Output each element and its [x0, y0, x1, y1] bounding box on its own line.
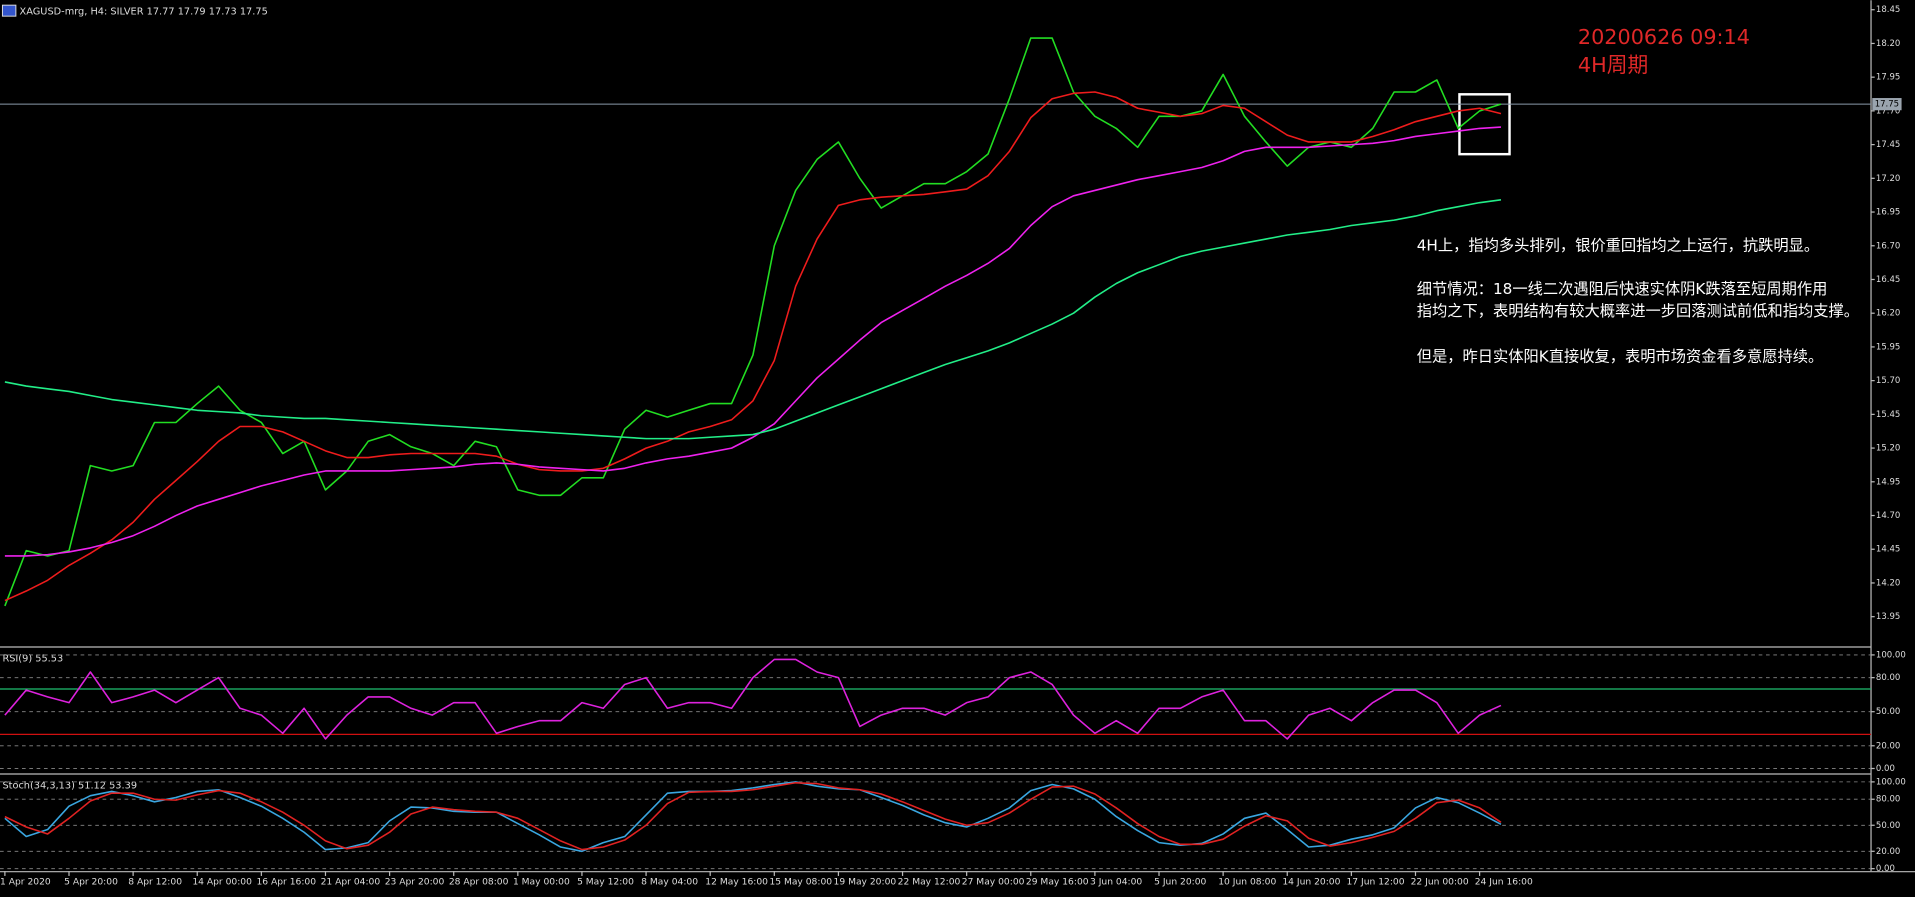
annotation-period: 4H周期 — [1578, 53, 1648, 77]
rsi-header: RSI(9) 55.53 — [2, 654, 63, 665]
x-tick-label: 14 Apr 00:00 — [192, 878, 252, 888]
stoch-signal-value: 53.39 — [109, 781, 137, 792]
x-tick-label: 5 May 12:00 — [577, 878, 634, 888]
y-tick-label: 16.45 — [1876, 275, 1900, 285]
x-tick-label: 12 May 16:00 — [705, 878, 768, 888]
x-tick-label: 28 Apr 08:00 — [449, 878, 509, 888]
x-tick-label: 15 May 08:00 — [769, 878, 832, 888]
y-tick-label: 15.45 — [1876, 410, 1900, 420]
x-tick-label: 16 Apr 16:00 — [256, 878, 316, 888]
annotation-note: 细节情况：18一线二次遇阻后快速实体阴K跌落至短周期作用 — [1417, 280, 1828, 298]
y-tick-label: 14.70 — [1876, 511, 1900, 521]
y-tick-label: 20.00 — [1876, 741, 1900, 751]
x-tick-label: 19 May 20:00 — [834, 878, 897, 888]
x-tick-label: 21 Apr 04:00 — [321, 878, 381, 888]
annotation-timestamp: 20200626 09:14 — [1578, 25, 1750, 49]
y-tick-label: 18.45 — [1876, 5, 1900, 15]
y-tick-label: 17.45 — [1876, 140, 1900, 150]
annotation-note: 指均之下，表明结构有较大概率进一步回落测试前低和指均支撑。 — [1417, 302, 1859, 320]
x-tick-label: 3 Jun 04:00 — [1090, 878, 1142, 888]
high: 17.79 — [178, 6, 206, 17]
y-tick-label: 18.20 — [1876, 39, 1900, 49]
y-tick-label: 50.00 — [1876, 707, 1900, 717]
indicator-line — [4, 658, 1502, 740]
x-tick-label: 5 Apr 20:00 — [64, 878, 118, 888]
y-tick-label: 13.95 — [1876, 612, 1900, 622]
y-tick-label: 15.20 — [1876, 444, 1900, 454]
indicator-line — [4, 199, 1502, 440]
y-tick-label: 15.70 — [1876, 376, 1900, 386]
y-tick-label: 16.95 — [1876, 208, 1900, 218]
stoch-main-value: 51.12 — [78, 781, 106, 792]
y-tick-label: 80.00 — [1876, 673, 1900, 683]
current-price-label: 17.75 — [1875, 100, 1899, 110]
rsi-value: 55.53 — [35, 654, 63, 665]
highlight-box — [1458, 93, 1511, 156]
x-tick-label: 10 Jun 08:00 — [1218, 878, 1276, 888]
symbol-icon — [1, 4, 17, 17]
y-tick-label: 14.95 — [1876, 477, 1900, 487]
x-tick-label: 24 Jun 16:00 — [1475, 878, 1533, 888]
y-tick-label: 0.00 — [1876, 864, 1895, 874]
y-tick-label: 100.00 — [1876, 650, 1906, 660]
open: 17.77 — [147, 6, 175, 17]
x-tick-label: 1 Apr 2020 — [0, 878, 51, 888]
x-tick-label: 22 May 12:00 — [898, 878, 961, 888]
x-tick-label: 8 Apr 12:00 — [128, 878, 182, 888]
current-price-box — [1872, 98, 1902, 111]
price-line — [4, 37, 1502, 607]
close: 17.75 — [240, 6, 268, 17]
x-tick-label: 17 Jun 12:00 — [1346, 878, 1404, 888]
y-tick-label: 17.20 — [1876, 174, 1900, 184]
x-tick-label: 23 Apr 20:00 — [385, 878, 445, 888]
y-tick-label: 17.70 — [1876, 106, 1900, 116]
y-tick-label: 14.20 — [1876, 578, 1900, 588]
y-tick-label: 50.00 — [1876, 821, 1900, 831]
y-tick-label: 16.20 — [1876, 309, 1900, 319]
y-tick-label: 16.70 — [1876, 241, 1900, 251]
x-tick-label: 5 Jun 20:00 — [1154, 878, 1206, 888]
y-tick-label: 0.00 — [1876, 764, 1895, 774]
stoch-title: Stoch(34,3,13) — [2, 781, 74, 792]
x-tick-label: 1 May 00:00 — [513, 878, 570, 888]
annotation-note: 但是，昨日实体阳K直接收复，表明市场资金看多意愿持续。 — [1417, 347, 1824, 365]
symbol: XAGUSD-mrg, H4: SILVER — [20, 6, 144, 17]
indicator-line — [4, 781, 1502, 853]
frame — [0, 0, 1915, 873]
y-tick-label: 100.00 — [1876, 777, 1906, 787]
x-tick-label: 29 May 16:00 — [1026, 878, 1089, 888]
x-tick-label: 14 Jun 20:00 — [1282, 878, 1340, 888]
y-tick-label: 80.00 — [1876, 795, 1900, 805]
x-tick-label: 27 May 00:00 — [962, 878, 1025, 888]
rsi-title: RSI(9) — [2, 654, 32, 665]
y-tick-label: 20.00 — [1876, 847, 1900, 857]
indicator-line — [4, 781, 1502, 851]
x-tick-label: 22 Jun 00:00 — [1411, 878, 1469, 888]
annotation-note: 4H上，指均多头排列，银价重回指均之上运行，抗跌明显。 — [1417, 236, 1819, 254]
stoch-header: Stoch(34,3,13) 51.12 53.39 — [2, 781, 137, 792]
y-tick-label: 14.45 — [1876, 545, 1900, 555]
low: 17.73 — [209, 6, 237, 17]
indicator-line — [4, 126, 1502, 557]
x-tick-label: 8 May 04:00 — [641, 878, 698, 888]
indicator-line — [4, 91, 1502, 602]
y-tick-label: 15.95 — [1876, 342, 1900, 352]
y-tick-label: 17.95 — [1876, 73, 1900, 83]
chart-header: XAGUSD-mrg, H4: SILVER 17.77 17.79 17.73… — [20, 6, 268, 17]
